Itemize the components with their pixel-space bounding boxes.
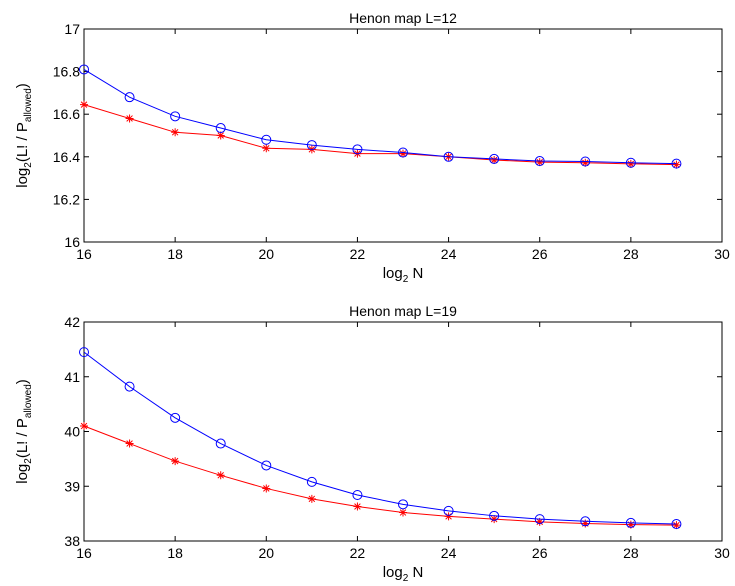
data-point <box>170 111 181 122</box>
data-point <box>216 131 225 140</box>
y-tick-label: 16 <box>64 234 80 250</box>
data-point <box>534 514 545 525</box>
x-tick-label: 18 <box>167 545 183 561</box>
data-point <box>490 515 499 524</box>
data-point <box>535 517 544 526</box>
y-tick-label: 39 <box>64 478 80 494</box>
data-point <box>171 457 180 466</box>
data-point <box>490 155 499 164</box>
data-point <box>216 471 225 480</box>
x-tick-label: 26 <box>532 545 548 561</box>
x-tick-label: 26 <box>532 246 548 262</box>
x-axis-label: log2 N <box>383 564 424 584</box>
plot-area <box>83 28 723 243</box>
data-point <box>625 157 636 168</box>
y-tick-label: 16.4 <box>53 149 80 165</box>
x-tick-label: 16 <box>76 246 92 262</box>
y-tick-label: 17 <box>64 21 80 37</box>
x-tick-label: 28 <box>623 246 639 262</box>
data-point <box>444 512 453 521</box>
data-point <box>352 490 363 501</box>
data-point <box>80 422 88 431</box>
y-tick-label: 40 <box>64 424 80 440</box>
data-point <box>535 158 544 167</box>
data-point <box>489 153 500 164</box>
data-point <box>79 347 89 358</box>
data-point <box>580 516 591 527</box>
chart-title: Henon map L=19 <box>349 303 457 319</box>
data-point <box>353 502 362 511</box>
y-tick-label: 16.8 <box>53 64 80 80</box>
data-point <box>124 92 135 103</box>
x-axis-label: log2 N <box>383 265 424 285</box>
x-tick-label: 28 <box>623 545 639 561</box>
chart-1: 16 18 20 22 24 26 28 30 16 16.2 16.4 16.6 16.8 17 Heno… <box>14 10 730 285</box>
x-tick-label: 18 <box>167 246 183 262</box>
y-axis-label: log2(L! / Pallowed) <box>14 83 34 188</box>
data-point <box>625 517 636 528</box>
x-tick-label: 30 <box>714 246 730 262</box>
data-point <box>443 151 454 162</box>
series-line <box>83 425 677 526</box>
x-tick-label: 24 <box>441 246 457 262</box>
data-point <box>672 521 681 530</box>
data-point <box>306 140 317 151</box>
data-point <box>581 519 590 528</box>
series-line <box>83 351 677 525</box>
data-point <box>671 519 682 530</box>
data-point <box>125 439 134 448</box>
series-red-stars <box>80 422 681 530</box>
data-point <box>125 114 134 123</box>
data-point <box>398 147 408 158</box>
data-point <box>352 144 363 155</box>
data-point <box>124 381 135 392</box>
data-point <box>626 159 635 168</box>
data-point <box>261 134 272 145</box>
x-tick-label: 16 <box>76 545 92 561</box>
plot-area <box>83 321 723 542</box>
data-point <box>671 158 682 169</box>
x-tick-label: 20 <box>258 246 274 262</box>
y-tick-label: 16.6 <box>53 106 80 122</box>
data-point <box>626 520 635 529</box>
data-point <box>534 156 545 167</box>
series-blue-circles <box>79 64 682 169</box>
series-line <box>83 104 677 166</box>
chart-2: 16 18 20 22 24 26 28 30 38 39 40 41 42 Henon map L=19… <box>14 303 730 584</box>
data-point <box>215 438 226 449</box>
series-blue-circles <box>79 347 682 530</box>
data-point <box>215 123 226 134</box>
x-tick-label: 22 <box>350 246 366 262</box>
y-tick-label: 41 <box>64 369 80 385</box>
data-point <box>581 158 590 167</box>
data-point <box>399 149 407 158</box>
data-point <box>262 144 271 153</box>
y-axis-label: log2(L! / Pallowed) <box>14 379 34 484</box>
data-point <box>306 476 317 487</box>
x-tick-label: 20 <box>258 545 274 561</box>
x-tick-label: 30 <box>714 545 730 561</box>
y-tick-label: 42 <box>64 314 80 330</box>
data-point <box>171 128 180 137</box>
chart-title: Henon map L=12 <box>349 10 457 26</box>
data-point <box>580 156 591 167</box>
y-tick-label: 16.2 <box>53 191 80 207</box>
data-point <box>672 160 681 169</box>
x-tick-label: 22 <box>350 545 366 561</box>
x-tick-label: 24 <box>441 545 457 561</box>
data-point <box>398 499 408 510</box>
data-point <box>79 64 89 75</box>
data-point <box>80 100 88 109</box>
series-line <box>83 69 677 165</box>
data-point <box>443 505 454 516</box>
y-tick-label: 38 <box>64 533 80 549</box>
data-point <box>399 508 407 517</box>
data-point <box>170 412 181 423</box>
data-point <box>262 484 271 493</box>
data-point <box>489 510 500 521</box>
data-point <box>261 460 272 471</box>
data-point <box>307 494 316 503</box>
